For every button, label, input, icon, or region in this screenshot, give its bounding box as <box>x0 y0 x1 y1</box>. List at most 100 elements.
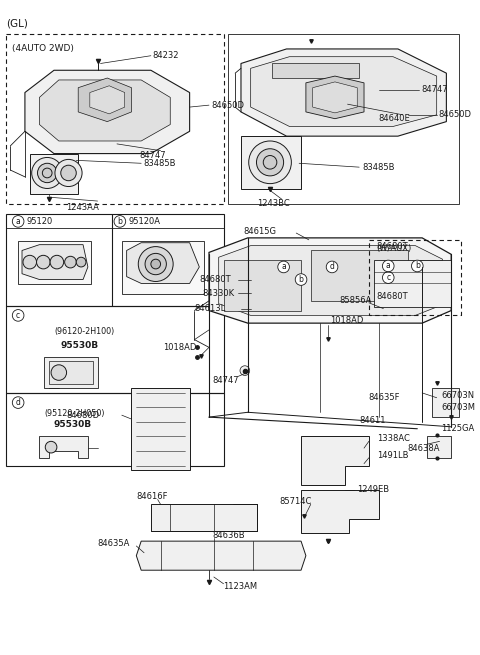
Text: 84640E: 84640E <box>379 114 410 123</box>
Text: b: b <box>415 261 420 271</box>
Text: 84613L: 84613L <box>194 304 226 313</box>
Text: 84635F: 84635F <box>369 393 400 402</box>
Circle shape <box>249 141 291 183</box>
Bar <box>6 306 224 393</box>
Circle shape <box>50 255 64 269</box>
Text: 95120A: 95120A <box>129 217 161 226</box>
Text: 85856A: 85856A <box>340 296 372 305</box>
Polygon shape <box>241 49 446 136</box>
Bar <box>432 388 459 417</box>
Text: 84650D: 84650D <box>211 101 244 109</box>
Text: 84680T: 84680T <box>377 291 408 301</box>
Circle shape <box>383 272 394 284</box>
Text: 84680T: 84680T <box>377 242 408 251</box>
Circle shape <box>12 310 24 321</box>
Circle shape <box>45 441 57 453</box>
Text: 83485B: 83485B <box>362 162 395 172</box>
Bar <box>49 361 93 384</box>
Circle shape <box>326 261 338 272</box>
Text: c: c <box>386 273 390 282</box>
Bar <box>311 250 408 301</box>
Text: 84616F: 84616F <box>136 492 168 501</box>
Polygon shape <box>25 70 190 153</box>
Polygon shape <box>241 136 301 189</box>
Text: 84747: 84747 <box>421 85 448 94</box>
Text: 85714C: 85714C <box>280 497 312 506</box>
Circle shape <box>145 253 167 274</box>
Text: 1018AD: 1018AD <box>164 343 197 352</box>
Text: b: b <box>299 275 303 284</box>
Text: (95120-2H050): (95120-2H050) <box>44 409 105 418</box>
Polygon shape <box>272 64 359 78</box>
Polygon shape <box>209 238 451 323</box>
Bar <box>427 436 451 458</box>
Text: 1491LB: 1491LB <box>377 451 408 460</box>
Circle shape <box>12 215 24 227</box>
Polygon shape <box>136 541 306 571</box>
Circle shape <box>114 215 126 227</box>
Bar <box>122 241 204 294</box>
Bar <box>132 388 190 470</box>
Circle shape <box>383 260 394 272</box>
Polygon shape <box>127 243 199 284</box>
Circle shape <box>42 168 52 178</box>
Text: 84650D: 84650D <box>439 110 472 119</box>
Circle shape <box>411 260 423 272</box>
Text: 84747: 84747 <box>139 151 166 160</box>
Circle shape <box>278 261 289 272</box>
Polygon shape <box>90 86 125 114</box>
Text: 84232: 84232 <box>153 51 180 60</box>
Text: 84635A: 84635A <box>97 538 130 548</box>
Circle shape <box>61 165 76 181</box>
Bar <box>151 504 257 531</box>
Text: 95120: 95120 <box>27 217 53 226</box>
Text: a: a <box>281 263 286 271</box>
Bar <box>228 35 459 204</box>
Text: (GL): (GL) <box>7 19 28 29</box>
Text: 1243BC: 1243BC <box>257 200 290 208</box>
Polygon shape <box>39 436 88 458</box>
Text: 84680T: 84680T <box>199 275 231 284</box>
Text: d: d <box>330 263 335 271</box>
Text: d: d <box>16 398 21 407</box>
Text: 84747: 84747 <box>212 376 239 384</box>
Circle shape <box>36 255 50 269</box>
Text: b: b <box>118 217 122 226</box>
Text: 1249EB: 1249EB <box>357 485 389 495</box>
Text: 95530B: 95530B <box>61 341 99 350</box>
Circle shape <box>76 257 86 267</box>
Text: 84680D: 84680D <box>67 411 100 420</box>
Circle shape <box>51 365 67 381</box>
Polygon shape <box>301 436 369 485</box>
Circle shape <box>256 149 284 176</box>
Text: (96120-2H100): (96120-2H100) <box>54 328 114 337</box>
Text: 1018AD: 1018AD <box>330 316 363 325</box>
Circle shape <box>263 155 277 169</box>
Circle shape <box>55 159 82 187</box>
Text: c: c <box>16 311 20 320</box>
Text: 1338AC: 1338AC <box>377 434 409 443</box>
Polygon shape <box>22 245 88 280</box>
Polygon shape <box>78 78 132 122</box>
Text: 84638A: 84638A <box>408 443 440 453</box>
Text: 1123AM: 1123AM <box>224 582 258 591</box>
Text: 84330K: 84330K <box>202 289 234 297</box>
Bar <box>224 260 301 310</box>
Circle shape <box>23 255 36 269</box>
Text: (4AUTO 2WD): (4AUTO 2WD) <box>12 45 74 54</box>
Bar <box>374 260 451 307</box>
Polygon shape <box>306 76 364 119</box>
Polygon shape <box>301 490 379 533</box>
Text: 84611: 84611 <box>359 417 385 426</box>
Text: 95530B: 95530B <box>54 421 92 430</box>
Bar <box>6 393 224 466</box>
Text: 1243AA: 1243AA <box>67 203 99 212</box>
Text: 66703N: 66703N <box>442 391 475 400</box>
Text: 66703M: 66703M <box>442 403 476 412</box>
Circle shape <box>240 365 250 375</box>
Text: 83485B: 83485B <box>143 159 176 168</box>
Polygon shape <box>30 153 78 195</box>
Polygon shape <box>39 80 170 141</box>
Circle shape <box>151 259 160 269</box>
Circle shape <box>12 397 24 409</box>
